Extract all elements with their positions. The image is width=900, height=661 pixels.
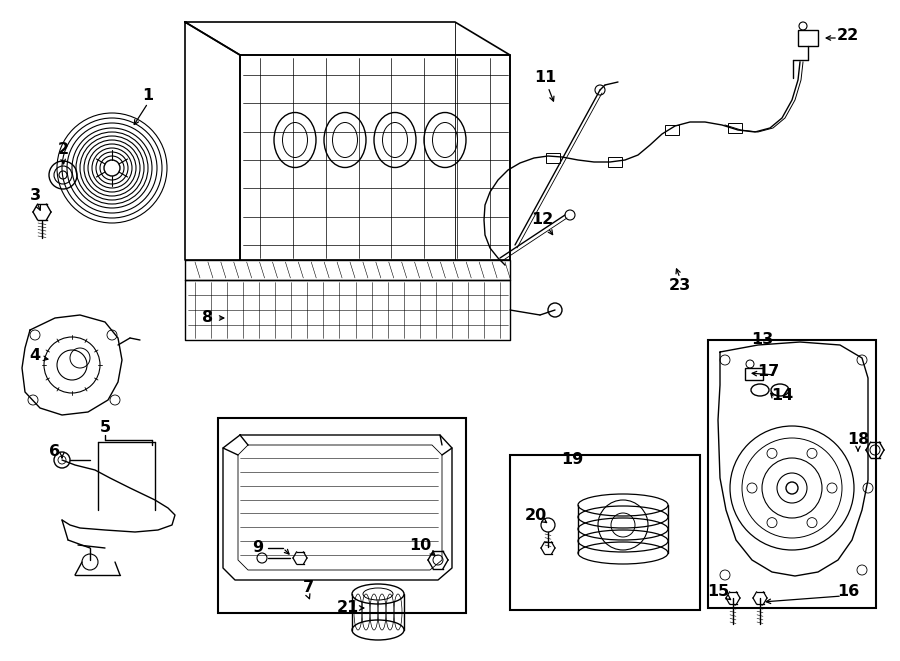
Text: 2: 2 [58, 143, 68, 157]
Text: 11: 11 [534, 71, 556, 85]
Text: 15: 15 [706, 584, 729, 600]
Text: 19: 19 [561, 453, 583, 467]
Text: 5: 5 [99, 420, 111, 436]
Text: 21: 21 [337, 600, 359, 615]
Text: 18: 18 [847, 432, 869, 447]
Bar [798, 30, 818, 46]
Bar [546, 153, 560, 163]
Text: 13: 13 [751, 332, 773, 348]
Text: 16: 16 [837, 584, 859, 600]
Bar [608, 157, 622, 167]
Bar [708, 340, 876, 608]
Text: 20: 20 [525, 508, 547, 522]
Text: 6: 6 [50, 444, 60, 459]
Bar [728, 123, 742, 133]
Text: 22: 22 [837, 28, 859, 42]
Text: 3: 3 [30, 188, 40, 202]
Text: 10: 10 [409, 537, 431, 553]
Text: 17: 17 [757, 364, 779, 379]
Text: 4: 4 [30, 348, 40, 362]
Text: 23: 23 [669, 278, 691, 293]
Text: 12: 12 [531, 212, 554, 227]
Text: 1: 1 [142, 87, 154, 102]
Text: 14: 14 [771, 387, 793, 403]
Text: 7: 7 [302, 580, 313, 594]
Bar [665, 125, 679, 135]
Circle shape [786, 482, 798, 494]
Bar [745, 368, 763, 380]
Bar [218, 418, 466, 613]
Bar [510, 455, 700, 610]
Text: 9: 9 [252, 541, 264, 555]
Text: 8: 8 [202, 311, 213, 325]
